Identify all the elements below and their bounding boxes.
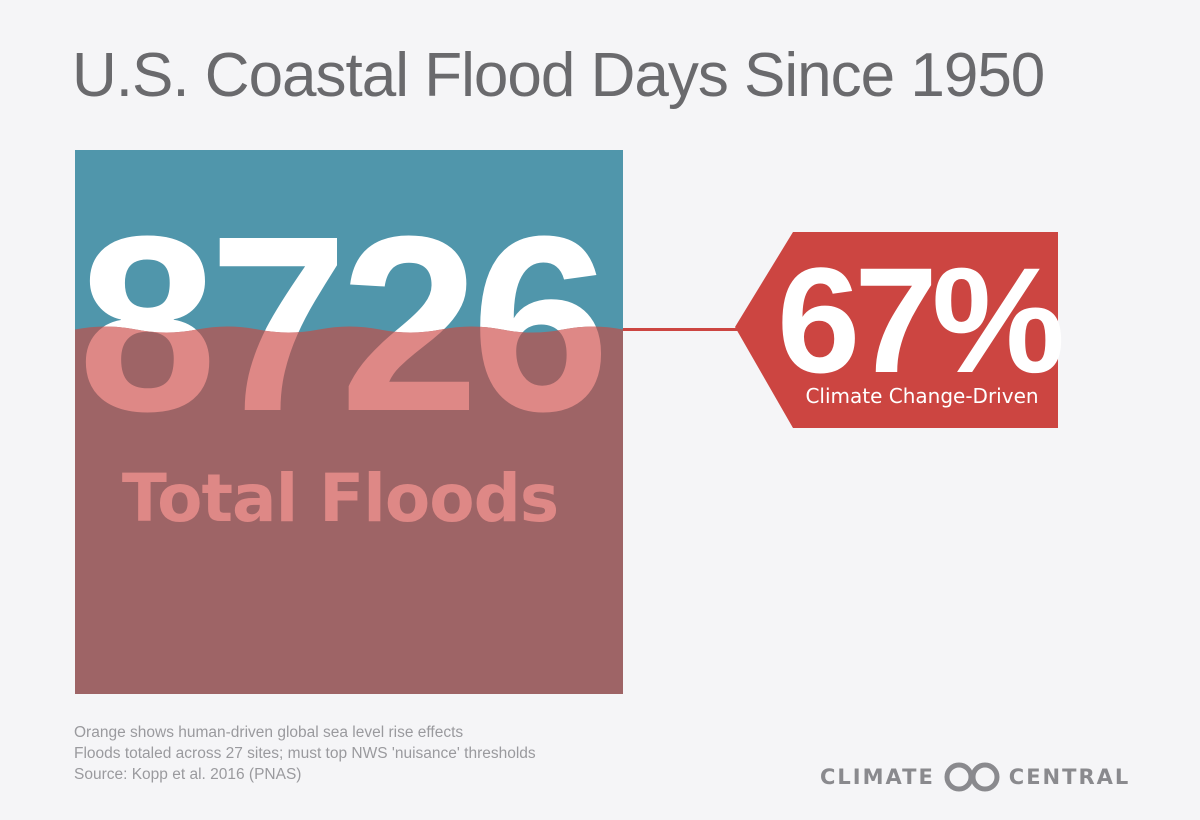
footnotes: Orange shows human-driven global sea lev… — [74, 722, 536, 785]
logo-rings-icon — [944, 762, 1000, 792]
footnote-line: Orange shows human-driven global sea lev… — [74, 724, 464, 741]
climate-percent-value: 67% — [777, 236, 1062, 404]
percent-callout — [735, 232, 1058, 428]
total-number-lower: 8726 — [78, 184, 602, 463]
chart-title: U.S. Coastal Flood Days Since 1950 — [72, 41, 1045, 110]
climate-percent-label: Climate Change-Driven — [805, 384, 1038, 408]
climate-driven-portion — [75, 326, 623, 694]
total-floods-label: Total Floods — [122, 460, 558, 537]
logo-text-right: CENTRAL — [1008, 765, 1131, 789]
source-line: Source: Kopp et al. 2016 (PNAS) — [74, 766, 302, 783]
logo-text-left: CLIMATE — [820, 765, 935, 789]
climate-central-logo: CLIMATE CENTRAL — [820, 762, 1130, 792]
footnote-line: Floods totaled across 27 sites; must top… — [74, 745, 536, 762]
